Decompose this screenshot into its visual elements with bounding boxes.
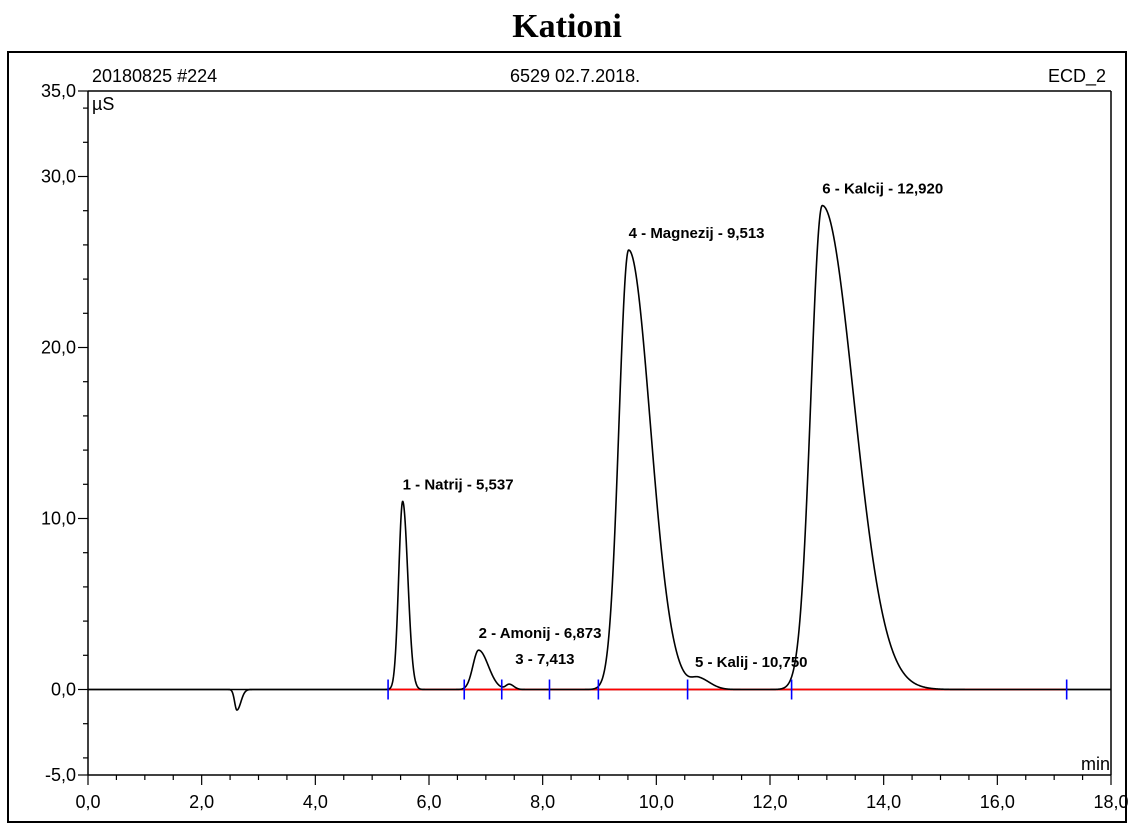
- x-tick-label: 0,0: [75, 792, 100, 812]
- chromatogram-trace: [88, 204, 1111, 711]
- x-axis-unit: min: [1081, 754, 1110, 774]
- header-right: ECD_2: [1048, 66, 1106, 87]
- integration-markers: [387, 679, 1068, 700]
- y-axis-unit: µS: [92, 94, 114, 114]
- axis-ticks: 0,0 2,0 4,0 6,0 8,0 10,0 12,0 14,0 16,0 18,0 -5,0 0…: [41, 81, 1129, 812]
- y-tick-label: 0,0: [51, 680, 76, 700]
- x-tick-label: 16,0: [980, 792, 1015, 812]
- x-tick-label: 12,0: [752, 792, 787, 812]
- x-tick-label: 4,0: [303, 792, 328, 812]
- x-tick-label: 6,0: [416, 792, 441, 812]
- x-tick-label: 2,0: [189, 792, 214, 812]
- peak-label: 3 - 7,413: [515, 651, 574, 668]
- x-tick-label: 18,0: [1093, 792, 1128, 812]
- x-tick-label: 8,0: [530, 792, 555, 812]
- x-tick-label: 14,0: [866, 792, 901, 812]
- header-left: 20180825 #224: [92, 66, 217, 86]
- header-center: 6529 02.7.2018.: [510, 66, 640, 86]
- peak-labels: 1 - Natrij - 5,537 2 - Amonij - 6,873 3 - …: [403, 181, 944, 671]
- peak-label: 5 - Kalij - 10,750: [695, 654, 808, 671]
- chart-outer-frame: [7, 51, 1127, 823]
- y-tick-label: 20,0: [41, 338, 76, 358]
- y-tick-label: 35,0: [41, 81, 76, 101]
- y-tick-label: -5,0: [45, 765, 76, 785]
- peak-label: 6 - Kalcij - 12,920: [822, 181, 943, 198]
- x-tick-label: 10,0: [639, 792, 674, 812]
- peak-label: 1 - Natrij - 5,537: [403, 476, 514, 493]
- y-tick-label: 10,0: [41, 509, 76, 529]
- peak-label: 2 - Amonij - 6,873: [479, 625, 602, 642]
- y-tick-label: 30,0: [41, 167, 76, 187]
- page-title: Kationi: [512, 8, 622, 45]
- peak-label: 4 - Magnezij - 9,513: [629, 225, 765, 242]
